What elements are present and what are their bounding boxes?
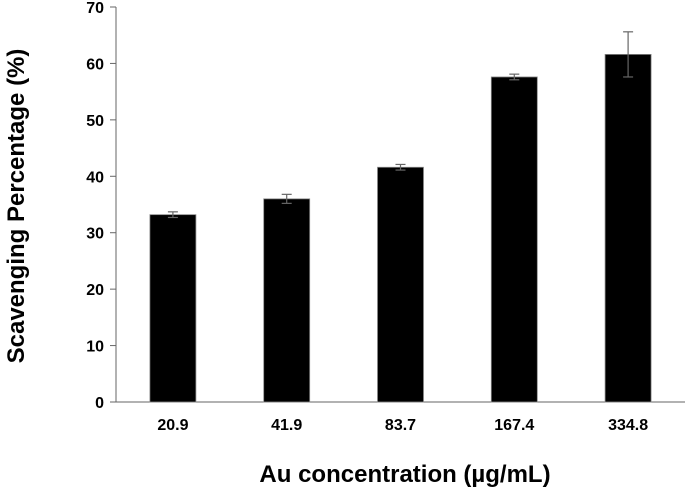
y-tick-label: 60 xyxy=(86,56,104,73)
y-tick-label: 70 xyxy=(86,0,104,17)
y-tick-label: 50 xyxy=(86,113,104,130)
x-tick-label: 167.4 xyxy=(494,417,534,434)
y-axis-title: Scavenging Percentage (%) xyxy=(3,49,30,364)
y-tick-label: 0 xyxy=(95,395,104,412)
bar xyxy=(490,76,538,403)
x-axis-title: Au concentration (µg/mL) xyxy=(259,461,550,488)
y-tick-label: 10 xyxy=(86,339,104,356)
x-tick-label: 20.9 xyxy=(157,417,188,434)
x-tick-label: 334.8 xyxy=(608,417,648,434)
x-tick-label: 83.7 xyxy=(385,417,416,434)
x-axis: 20.9 41.9 83.7 167.4 334.8 xyxy=(116,401,685,434)
bars xyxy=(149,31,652,403)
bar xyxy=(149,214,197,403)
bar xyxy=(604,54,652,403)
y-axis: 0 10 20 30 40 50 60 70 xyxy=(86,0,117,412)
bar xyxy=(377,166,424,403)
y-tick-label: 30 xyxy=(86,226,104,243)
bar xyxy=(263,198,311,403)
y-tick-label: 40 xyxy=(86,169,104,186)
x-tick-label: 41.9 xyxy=(271,417,302,434)
y-tick-label: 20 xyxy=(86,282,104,299)
